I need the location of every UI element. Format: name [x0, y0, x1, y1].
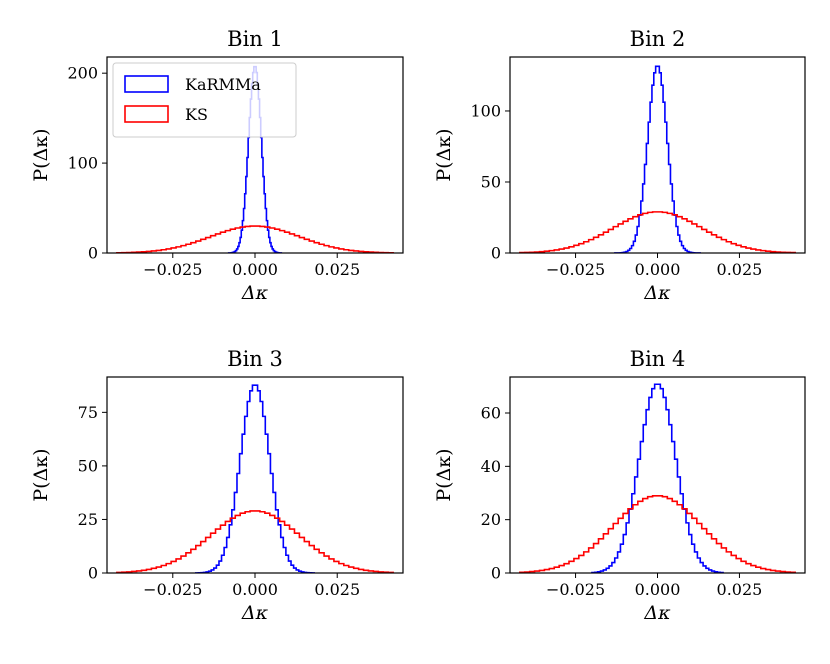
legend-swatch-ks	[124, 105, 169, 123]
x-axis-label: Δκ	[241, 282, 269, 304]
y-axis-label: P(Δκ)	[433, 128, 455, 181]
x-axis-label: Δκ	[241, 602, 269, 624]
panel-4: −0.025 0.000 0.025 0 20 40 60 Bin 4 Δκ P(Δκ)	[433, 347, 806, 624]
panel-title: Bin 3	[227, 347, 283, 371]
y-tick-label: 0	[491, 244, 501, 263]
series-ks-histogram	[116, 225, 394, 253]
x-tick-label: 0.000	[635, 260, 681, 279]
panel-3: −0.025 0.000 0.025 0 25 50 75 Bin 3 Δκ P(Δκ)	[30, 347, 404, 624]
series-karmma-histogram	[614, 65, 701, 253]
series-ks-histogram	[116, 510, 394, 573]
y-tick-label: 50	[78, 456, 98, 475]
panel-2: −0.025 0.000 0.025 0 50 100 Bin 2 Δκ P(Δκ)	[433, 27, 806, 304]
legend-box	[112, 62, 297, 138]
y-tick-label: 0	[88, 244, 98, 263]
panel-title: Bin 1	[227, 27, 283, 51]
x-tick-label: −0.025	[143, 580, 202, 599]
y-tick-label: 20	[481, 510, 501, 529]
y-tick-label: 40	[481, 457, 501, 476]
x-tick-label: 0.025	[717, 260, 763, 279]
y-tick-label: 100	[470, 101, 501, 120]
y-tick-label: 200	[67, 64, 98, 83]
x-tick-label: 0.000	[232, 580, 278, 599]
y-axis-label: P(Δκ)	[433, 448, 455, 501]
series-karmma-histogram	[591, 383, 724, 573]
y-tick-label: 50	[481, 172, 501, 191]
x-tick-label: 0.025	[717, 580, 763, 599]
y-tick-label: 75	[78, 403, 98, 422]
series-karmma-histogram	[195, 384, 315, 573]
y-tick-label: 25	[78, 510, 98, 529]
x-tick-label: −0.025	[546, 580, 605, 599]
x-tick-label: 0.000	[232, 260, 278, 279]
y-axis-label: P(Δκ)	[30, 448, 52, 501]
y-tick-label: 0	[491, 564, 501, 583]
panel-1: −0.025 0.000 0.025 0 100 200 Bin 1 Δκ P(Δκ) KaRMM…	[30, 27, 404, 304]
axes-frame	[509, 376, 806, 574]
legend-label-karmma: KaRMMa	[185, 75, 261, 94]
series-ks-histogram	[519, 211, 796, 253]
axes-frame	[509, 56, 806, 254]
axes-frame	[106, 376, 404, 574]
y-axis-label: P(Δκ)	[30, 128, 52, 181]
x-tick-label: 0.025	[314, 580, 360, 599]
x-axis-label: Δκ	[643, 602, 671, 624]
panel-title: Bin 2	[630, 27, 686, 51]
x-axis-label: Δκ	[643, 282, 671, 304]
x-tick-label: −0.025	[546, 260, 605, 279]
x-tick-label: 0.025	[314, 260, 360, 279]
y-tick-label: 100	[67, 154, 98, 173]
panel-title: Bin 4	[630, 347, 686, 371]
legend: KaRMMa KS	[112, 62, 297, 138]
legend-swatch-karmma	[124, 75, 169, 93]
x-tick-label: −0.025	[143, 260, 202, 279]
y-tick-label: 0	[88, 564, 98, 583]
y-tick-label: 60	[481, 404, 501, 423]
x-tick-label: 0.000	[635, 580, 681, 599]
series-ks-histogram	[519, 494, 796, 573]
legend-label-ks: KS	[185, 105, 208, 124]
